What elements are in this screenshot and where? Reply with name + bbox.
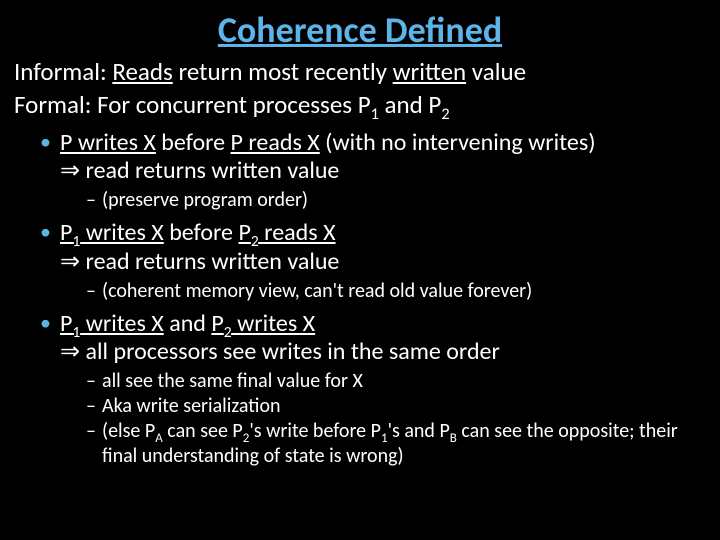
rule2-before: before [164,218,239,247]
rule3-note2: Aka write serialization [86,394,706,419]
n3subB: B [450,431,457,446]
rule2-wx: writes X [80,218,163,247]
rule-1: P writes X before P reads X (with no int… [40,129,706,214]
rule2-p2: P [238,218,250,247]
rule3-note1: all see the same final value for X [86,369,706,394]
rule3-writes2: P2 writes X [211,309,315,338]
rule2-p: P [60,218,72,247]
implies-icon: ⇒ [60,339,80,365]
implies-icon: ⇒ [60,158,80,184]
rule2-writes: P1 writes X [60,218,164,247]
formal-mid: and P [379,89,441,120]
rule1-notes: (preserve program order) [86,188,706,213]
rule2-result: ⇒ read returns written value [60,248,706,277]
rule1-result: ⇒ read returns written value [60,157,706,186]
rule3-p2: P [211,309,223,338]
rule3-note3: (else PA can see P2's write before P1's … [86,419,706,469]
rule3-wx1: writes X [80,309,163,338]
rule3-wx2: writes X [232,309,315,338]
n3c: 's write before P [249,419,381,443]
rule2-notes: (coherent memory view, can't read old va… [86,279,706,304]
rule1-paren: (with no intervening writes) [320,128,596,157]
rule-2: P1 writes X before P2 reads X ⇒ read ret… [40,219,706,304]
formal-sub2: 2 [441,105,449,124]
implies-icon: ⇒ [60,249,80,275]
formal-prefix: Formal: For concurrent processes P [14,89,371,120]
rule2-result-text: read returns written value [80,247,339,276]
n3d: 's and P [388,419,450,443]
rule3-writes1: P1 writes X [60,309,164,338]
informal-label: Informal: [14,56,112,87]
rule1-result-text: read returns written value [80,156,339,185]
rule2-rx: reads X [259,218,336,247]
rule3-notes: all see the same final value for X Aka w… [86,369,706,469]
rule2-reads: P2 reads X [238,218,335,247]
rule-3: P1 writes X and P2 writes X ⇒ all proces… [40,310,706,470]
n3b: can see P [163,419,243,443]
informal-reads: Reads [112,56,172,87]
rule1-before: before [156,128,231,157]
n3a: (else P [102,419,155,443]
informal-end: value [466,56,526,87]
rule2-note: (coherent memory view, can't read old va… [86,279,706,304]
rule1-reads: P reads X [231,128,320,157]
rule1-note: (preserve program order) [86,188,706,213]
formal-sub1: 1 [371,105,379,124]
rules-list: P writes X before P reads X (with no int… [40,129,706,470]
informal-line: Informal: Reads return most recently wri… [14,56,706,87]
formal-line: Formal: For concurrent processes P1 and … [14,89,706,120]
rule3-result: ⇒ all processors see writes in the same … [60,338,706,367]
rule3-p1: P [60,309,72,338]
informal-written: written [393,56,467,87]
rule1-writes: P writes X [60,128,156,157]
rule3-result-text: all processors see writes in the same or… [80,337,500,366]
informal-mid: return most recently [173,56,393,87]
slide-title: Coherence Defined [14,8,706,52]
rule3-and: and [164,309,212,338]
